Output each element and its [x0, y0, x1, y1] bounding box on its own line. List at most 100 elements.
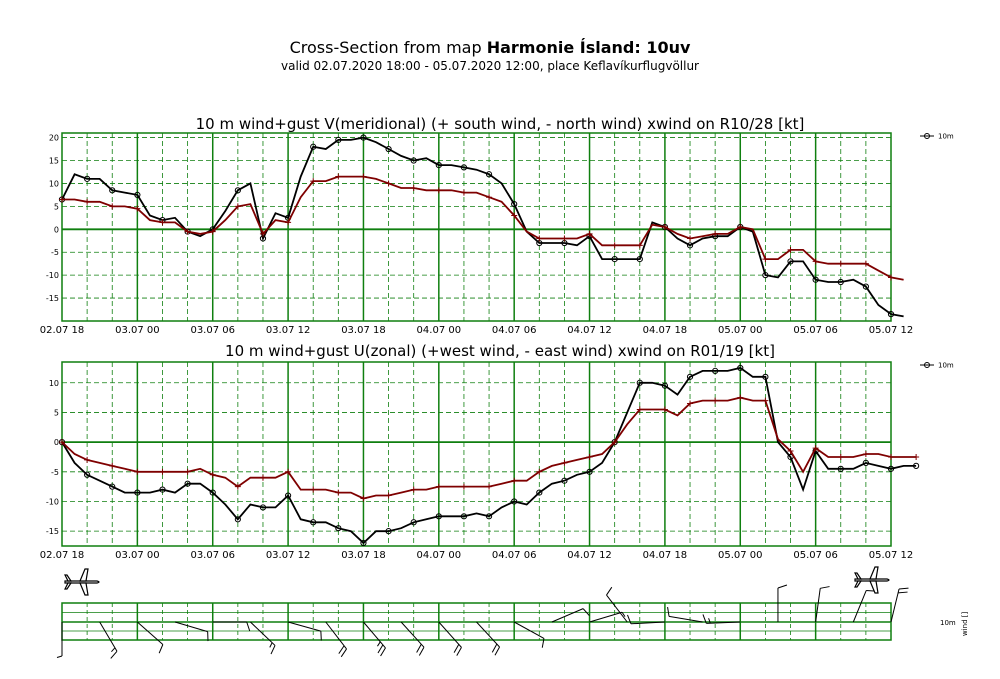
gust-point: [310, 178, 317, 185]
10m-point: [435, 513, 442, 520]
x-tick-label: 05.07 06: [793, 325, 838, 336]
wind-barb-staff: [630, 621, 665, 625]
x-tick-label: 04.07 18: [643, 550, 688, 561]
wind-barb-staff: [706, 621, 741, 624]
gust-point: [460, 483, 467, 490]
y-tick-label: 10: [49, 379, 59, 388]
10m-point: [485, 513, 493, 520]
gust-point: [209, 228, 216, 235]
wind-barb-staff: [815, 588, 821, 623]
10m-point: [234, 516, 241, 523]
page-subtitle: valid 02.07.2020 18:00 - 05.07.2020 12:0…: [280, 59, 699, 73]
gust-point: [762, 256, 769, 263]
barb-legend-level: 10m: [940, 619, 956, 627]
plot-frame: [61, 361, 892, 547]
gust-point: [234, 203, 241, 210]
wind-barb-feather: [418, 646, 425, 656]
wind-barb-staff: [852, 590, 867, 623]
10m-point: [335, 136, 342, 143]
gust-point: [787, 448, 794, 455]
y-tick-label: -15: [46, 294, 59, 303]
chart-title: 10 m wind+gust V(meridional) (+ south wi…: [196, 115, 805, 133]
10m-point: [385, 145, 392, 153]
10m-series-line: [61, 366, 917, 545]
10m-point: [511, 498, 518, 505]
x-tick-label: 04.07 12: [567, 550, 612, 561]
10m-point: [611, 255, 618, 263]
gust-point: [812, 258, 819, 265]
10m-point: [862, 459, 869, 467]
airplane-tail: [854, 572, 863, 588]
x-tick-label: 02.07 18: [40, 550, 85, 561]
wind-barb-staff: [513, 621, 545, 639]
title-prefix: Cross-Section from map: [289, 38, 487, 57]
10m-point: [837, 278, 844, 286]
airplane-tail: [64, 574, 73, 590]
10m-point: [460, 164, 468, 171]
gust-point: [460, 189, 467, 196]
wind-barb-feather: [777, 584, 788, 589]
wind-barb-staff: [99, 621, 118, 652]
gust-point: [888, 274, 894, 281]
10m-point: [762, 373, 769, 380]
x-tick-label: 04.07 12: [567, 325, 612, 336]
wind-barb-staff: [174, 621, 208, 633]
gust-point: [712, 230, 719, 237]
gust-point: [435, 483, 442, 490]
gust-point: [259, 230, 266, 237]
legend-label: 10m: [938, 362, 954, 370]
wind-barb-staff: [137, 621, 164, 645]
gust-point: [837, 260, 844, 267]
wind-barb-feather: [56, 655, 63, 658]
10m-point: [159, 486, 166, 493]
10m-point: [686, 242, 694, 249]
x-tick-label: 03.07 00: [115, 550, 160, 561]
x-tick-label: 05.07 12: [869, 325, 914, 336]
gust-point: [184, 468, 191, 475]
wind-barb-feather: [110, 650, 118, 659]
gust-point: [737, 394, 744, 401]
gust-point: [410, 486, 417, 493]
page-title: Cross-Section from map Harmonie Ísland: …: [0, 38, 980, 57]
airplane-icon-left: [64, 568, 100, 596]
gust-point: [661, 224, 668, 230]
gust-point: [134, 205, 141, 212]
y-tick-label: 10: [49, 179, 59, 188]
gust-point: [636, 242, 643, 249]
gust-point: [536, 468, 543, 475]
10m-point: [310, 143, 317, 150]
wind-barb-feather: [627, 614, 632, 624]
10m-point: [335, 525, 342, 532]
x-tick-label: 03.07 00: [115, 325, 160, 336]
wind-barb-feather: [340, 648, 347, 658]
gust-point: [762, 397, 769, 404]
10m-point: [435, 161, 442, 169]
x-tick-label: 05.07 12: [869, 550, 914, 561]
gust-point: [687, 235, 694, 242]
gust-point: [410, 185, 417, 192]
y-tick-label: -15: [46, 527, 59, 536]
gust-point: [611, 439, 618, 446]
airplane-wings: [79, 568, 89, 596]
wind-barb-feather: [898, 587, 909, 590]
gust-point: [84, 198, 91, 205]
10m-point: [561, 477, 568, 484]
wind-barb-feather: [456, 647, 462, 656]
wind-barb-feather: [621, 611, 626, 617]
10m-point: [109, 483, 116, 490]
10m-point: [762, 272, 769, 279]
wind-barb-feather: [541, 638, 545, 648]
wind-barb-feather: [380, 647, 386, 657]
gust-point: [59, 196, 65, 203]
x-tick-label: 04.07 06: [492, 325, 537, 336]
wind-barb-staff: [363, 621, 386, 649]
gust-point: [486, 483, 493, 490]
gust-point: [184, 228, 191, 235]
plot-frame: [61, 132, 892, 322]
10m-point: [485, 171, 493, 178]
wind-barb-feather: [708, 618, 711, 624]
wind-barb-staff: [668, 615, 703, 623]
y-tick-label: -10: [46, 271, 59, 280]
meridional-wind-chart: 10 m wind+gust V(meridional) (+ south wi…: [40, 115, 954, 336]
x-tick-label: 05.07 00: [718, 550, 763, 561]
